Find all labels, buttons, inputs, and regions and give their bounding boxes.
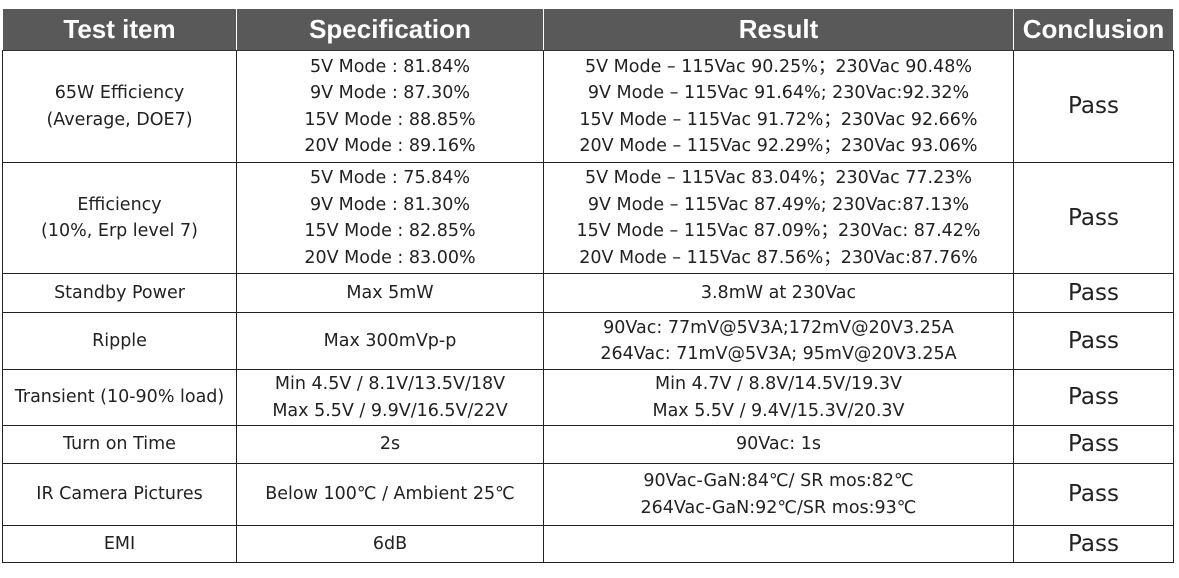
table-cell: Pass xyxy=(1013,312,1174,370)
table-cell: Standby Power xyxy=(2,273,237,313)
table-cell: 5V Mode – 115Vac 83.04%；230Vac 77.23% 9V … xyxy=(543,162,1014,274)
cell-line: Pass xyxy=(1068,384,1119,411)
table-cell: Pass xyxy=(1013,525,1174,563)
table-cell: 3.8mW at 230Vac xyxy=(543,273,1014,313)
cell-line: IR Camera Pictures xyxy=(36,484,203,505)
table-cell: Ripple xyxy=(2,312,237,370)
cell-line: 65W Efficiency xyxy=(54,83,185,103)
table-row: EMI 6dB Pass xyxy=(2,525,1174,563)
cell-line: (Average, DOE7) xyxy=(46,109,193,130)
cell-line: 15V Mode : 82.85% xyxy=(304,221,476,241)
cell-line: Max 5mW xyxy=(346,282,434,303)
cell-line: Efficiency xyxy=(77,194,162,215)
cell-line: 264Vac: 71mV@5V3A; 95mV@20V3.25A xyxy=(600,344,957,364)
cell-line: 20V Mode – 115Vac 87.56%；230Vac:87.76% xyxy=(579,247,978,268)
cell-line: 15V Mode : 88.85% xyxy=(304,109,476,130)
table-cell: Below 100℃ / Ambient 25℃ xyxy=(236,463,544,526)
table-cell: Turn on Time xyxy=(2,425,237,464)
cell-line: 9V Mode – 115Vac 87.49%; 230Vac:87.13% xyxy=(587,194,970,215)
table-row: IR Camera Pictures Below 100℃ / Ambient 2… xyxy=(2,463,1174,526)
table-cell: Pass xyxy=(1013,273,1174,313)
cell-line: Turn on Time xyxy=(63,434,176,455)
table-cell: 5V Mode – 115Vac 90.25%；230Vac 90.48% 9V … xyxy=(543,50,1014,163)
table-cell: Efficiency (10%, Erp level 7) xyxy=(2,162,237,274)
cell-line: Pass xyxy=(1068,93,1119,120)
cell-line: Max 5.5V / 9.9V/16.5V/22V xyxy=(272,400,508,421)
cell-line: 90Vac-GaN:84℃/ SR mos:82℃ xyxy=(643,471,914,491)
table-cell: EMI xyxy=(2,525,237,563)
table-cell: Pass xyxy=(1013,162,1174,274)
table-cell: 2s xyxy=(236,425,544,464)
cell-line: 9V Mode : 81.30% xyxy=(309,194,471,215)
table-cell: 90Vac: 1s xyxy=(543,425,1014,464)
header-cell: Specification xyxy=(236,8,544,51)
cell-line: (10%, Erp level 7) xyxy=(41,221,198,241)
table-row: 65W Efficiency (Average, DOE7) 5V Mode : 8… xyxy=(2,50,1174,163)
cell-line: 20V Mode – 115Vac 92.29%；230Vac 93.06% xyxy=(579,136,978,156)
header-cell: Result xyxy=(543,8,1014,51)
cell-line: Pass xyxy=(1068,327,1119,354)
cell-line: 20V Mode : 83.00% xyxy=(304,247,476,268)
table-cell: Pass xyxy=(1013,369,1174,426)
cell-line: 5V Mode – 115Vac 90.25%；230Vac 90.48% xyxy=(584,56,973,77)
cell-line: Pass xyxy=(1068,530,1119,557)
cell-line: Standby Power xyxy=(54,282,185,303)
cell-line: Transient (10-90% load) xyxy=(14,387,225,408)
cell-line: 9V Mode : 87.30% xyxy=(309,83,471,103)
table-cell: 5V Mode : 75.84% 9V Mode : 81.30% 15V Mode… xyxy=(236,162,544,274)
header-row: Test item Specification Result Conclusion xyxy=(2,8,1174,51)
cell-line: Pass xyxy=(1068,481,1119,508)
table-cell: Max 300mVp-p xyxy=(236,312,544,370)
cell-line: 15V Mode – 115Vac 87.09%；230Vac: 87.42% xyxy=(576,221,981,241)
cell-line: 20V Mode : 89.16% xyxy=(304,136,476,156)
cell-line: Below 100℃ / Ambient 25℃ xyxy=(265,484,515,505)
table-cell: Pass xyxy=(1013,463,1174,526)
table-cell: Pass xyxy=(1013,425,1174,464)
cell-line: 90Vac: 1s xyxy=(736,434,821,455)
cell-line: 15V Mode – 115Vac 91.72%；230Vac 92.66% xyxy=(579,109,978,130)
cell-line: Min 4.7V / 8.8V/14.5V/19.3V xyxy=(655,374,902,394)
table-cell xyxy=(543,525,1014,563)
cell-line: Pass xyxy=(1068,431,1119,458)
cell-line: Min 4.5V / 8.1V/13.5V/18V xyxy=(274,374,506,394)
cell-line: 3.8mW at 230Vac xyxy=(700,282,857,303)
cell-line: Pass xyxy=(1068,204,1119,231)
table-cell: Min 4.7V / 8.8V/14.5V/19.3V Max 5.5V / 9.… xyxy=(543,369,1014,426)
table-cell: Transient (10-90% load) xyxy=(2,369,237,426)
cell-line: 5V Mode – 115Vac 83.04%；230Vac 77.23% xyxy=(584,168,973,188)
header-cell: Conclusion xyxy=(1013,8,1174,51)
cell-line: 264Vac-GaN:92℃/SR mos:93℃ xyxy=(640,497,917,518)
table-cell: 90Vac: 77mV@5V3A;172mV@20V3.25A 264Vac: 7… xyxy=(543,312,1014,370)
table-row: Transient (10-90% load) Min 4.5V / 8.1V/1… xyxy=(2,369,1174,426)
table-cell: IR Camera Pictures xyxy=(2,463,237,526)
table-row: Ripple Max 300mVp-p 90Vac: 77mV@5V3A;172mV… xyxy=(2,312,1174,370)
table-row: Standby Power Max 5mW 3.8mW at 230Vac Pass xyxy=(2,273,1174,313)
header-cell: Test item xyxy=(2,8,237,51)
table-cell: 65W Efficiency (Average, DOE7) xyxy=(2,50,237,163)
cell-line: Max 300mVp-p xyxy=(323,330,457,351)
cell-line: 90Vac: 77mV@5V3A;172mV@20V3.25A xyxy=(603,317,954,338)
table-cell: 6dB xyxy=(236,525,544,563)
table-cell: Max 5mW xyxy=(236,273,544,313)
table-cell: Pass xyxy=(1013,50,1174,163)
cell-line: EMI xyxy=(103,533,136,554)
cell-line: Max 5.5V / 9.4V/15.3V/20.3V xyxy=(652,400,905,421)
cell-line: 5V Mode : 81.84% xyxy=(309,56,471,77)
cell-line: 6dB xyxy=(372,533,408,554)
cell-line: Pass xyxy=(1068,279,1119,306)
cell-line: 2s xyxy=(379,434,401,455)
table-wrapper: Test item Specification Result Conclusion 6… xyxy=(2,8,1174,563)
table-row: Turn on Time 2s 90Vac: 1s Pass xyxy=(2,425,1174,464)
cell-line: 5V Mode : 75.84% xyxy=(309,168,471,188)
cell-line: Ripple xyxy=(92,330,147,351)
table-cell: 90Vac-GaN:84℃/ SR mos:82℃ 264Vac-GaN:92℃/… xyxy=(543,463,1014,526)
table-row: Efficiency (10%, Erp level 7) 5V Mode : 75… xyxy=(2,162,1174,274)
test-table: Test item Specification Result Conclusion 6… xyxy=(2,8,1174,563)
table-cell: Min 4.5V / 8.1V/13.5V/18V Max 5.5V / 9.9V… xyxy=(236,369,544,426)
table-body: 65W Efficiency (Average, DOE7) 5V Mode : 8… xyxy=(2,50,1174,563)
cell-line: 9V Mode – 115Vac 91.64%; 230Vac:92.32% xyxy=(587,83,970,103)
table-cell: 5V Mode : 81.84% 9V Mode : 87.30% 15V Mode… xyxy=(236,50,544,163)
